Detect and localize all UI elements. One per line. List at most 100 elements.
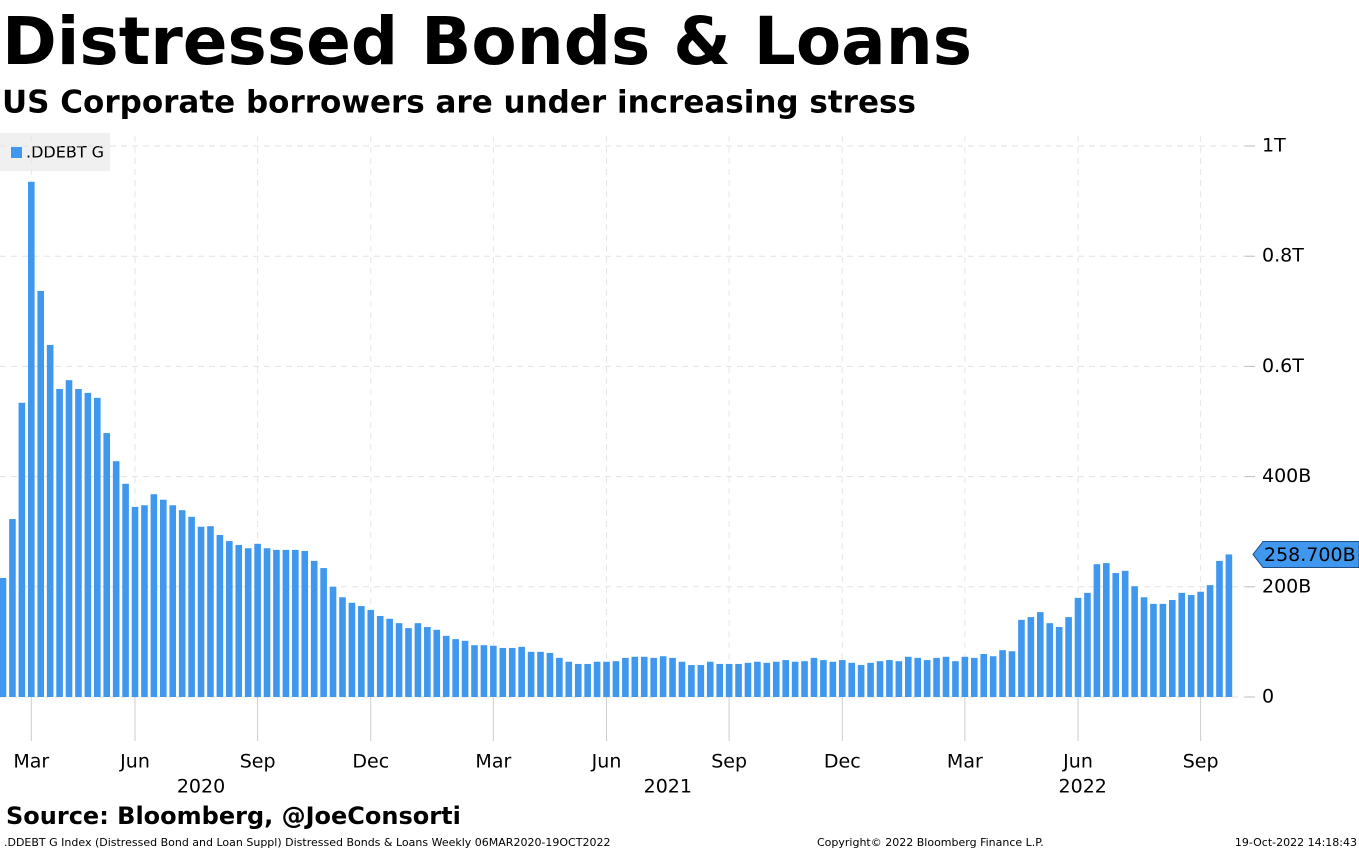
bar <box>1018 619 1025 697</box>
bar <box>9 519 16 697</box>
bar <box>791 661 799 697</box>
footer-center: Copyright© 2022 Bloomberg Finance L.P. <box>817 836 1044 849</box>
bar <box>989 656 997 697</box>
bar <box>84 392 92 697</box>
bar <box>527 651 535 697</box>
bar <box>122 483 129 697</box>
chart-title: Distressed Bonds & Loans <box>2 3 972 80</box>
bar <box>895 661 903 697</box>
x-tick-label: Sep <box>240 751 276 773</box>
bar <box>1140 597 1148 697</box>
bar <box>1008 651 1016 697</box>
x-tick-label: Dec <box>824 751 861 773</box>
chart-subtitle: US Corporate borrowers are under increas… <box>2 85 916 121</box>
bar <box>1150 603 1157 697</box>
bar <box>612 661 620 697</box>
bar <box>254 543 261 697</box>
bar <box>367 609 375 697</box>
bar <box>433 629 441 697</box>
bar <box>923 660 931 697</box>
bar <box>754 661 761 697</box>
bar <box>1037 612 1044 697</box>
bar <box>37 290 45 697</box>
bar <box>1178 592 1186 697</box>
bar <box>772 661 780 697</box>
bar <box>150 494 158 697</box>
bar <box>556 657 563 697</box>
bar <box>46 344 54 697</box>
bar <box>546 652 554 697</box>
bar <box>131 506 139 697</box>
bar <box>1055 627 1063 697</box>
bar <box>376 616 384 697</box>
bar <box>518 646 525 697</box>
bar <box>226 541 233 697</box>
bar <box>904 656 912 697</box>
value-tag <box>1252 540 1359 568</box>
bar <box>1197 591 1204 697</box>
x-tick-label: Sep <box>711 751 747 773</box>
y-tick-label: 0 <box>1262 686 1274 708</box>
bar <box>405 628 412 697</box>
bar <box>867 662 874 697</box>
bar <box>75 388 82 697</box>
bar <box>188 516 195 697</box>
bar <box>999 650 1006 697</box>
bar <box>640 656 648 697</box>
bar <box>358 606 365 697</box>
bar <box>980 654 988 697</box>
bar <box>848 662 855 697</box>
bar <box>461 640 469 697</box>
bar <box>631 656 639 697</box>
bar <box>810 657 818 697</box>
x-year-label: 2021 <box>644 776 692 798</box>
bar <box>763 662 771 697</box>
bar <box>1225 554 1233 697</box>
bar <box>424 627 431 697</box>
bar <box>414 623 422 697</box>
bar <box>857 665 865 697</box>
bar <box>94 397 101 697</box>
bar <box>1159 603 1167 697</box>
y-tick-label: 0.6T <box>1262 355 1304 377</box>
bar <box>838 660 846 697</box>
bar <box>782 660 789 697</box>
bar <box>1187 595 1195 697</box>
bar <box>452 639 459 697</box>
bar <box>942 656 950 697</box>
bar <box>678 661 686 697</box>
bar <box>339 597 346 697</box>
legend-label: .DDEBT G <box>26 143 104 162</box>
bar <box>169 505 177 697</box>
bar <box>1131 586 1138 697</box>
bar <box>499 647 507 697</box>
bar <box>565 661 573 697</box>
x-tick-label: Dec <box>352 751 389 773</box>
bar <box>301 550 309 697</box>
y-tick-label: 0.8T <box>1262 245 1304 267</box>
bar <box>18 402 26 697</box>
footer-left: .DDEBT G Index (Distressed Bond and Loan… <box>4 836 610 849</box>
bar <box>386 618 393 697</box>
bar <box>669 657 676 697</box>
bar <box>952 661 959 697</box>
bar <box>320 568 327 697</box>
x-year-label: 2020 <box>177 776 225 798</box>
bar <box>1084 592 1091 697</box>
x-tick-label: Mar <box>947 751 983 773</box>
x-year-label: 2022 <box>1059 776 1107 798</box>
bar <box>622 657 629 697</box>
bar <box>1093 564 1101 697</box>
bar <box>263 548 271 697</box>
bar <box>197 526 205 697</box>
bar <box>725 663 733 697</box>
x-tick-label: Jun <box>591 751 622 773</box>
x-tick-label: Jun <box>119 751 150 773</box>
bar <box>65 380 73 697</box>
bar <box>292 549 299 697</box>
bar <box>1112 573 1120 697</box>
bar <box>216 535 224 697</box>
y-tick-label: 200B <box>1262 575 1311 597</box>
bar <box>876 661 884 697</box>
